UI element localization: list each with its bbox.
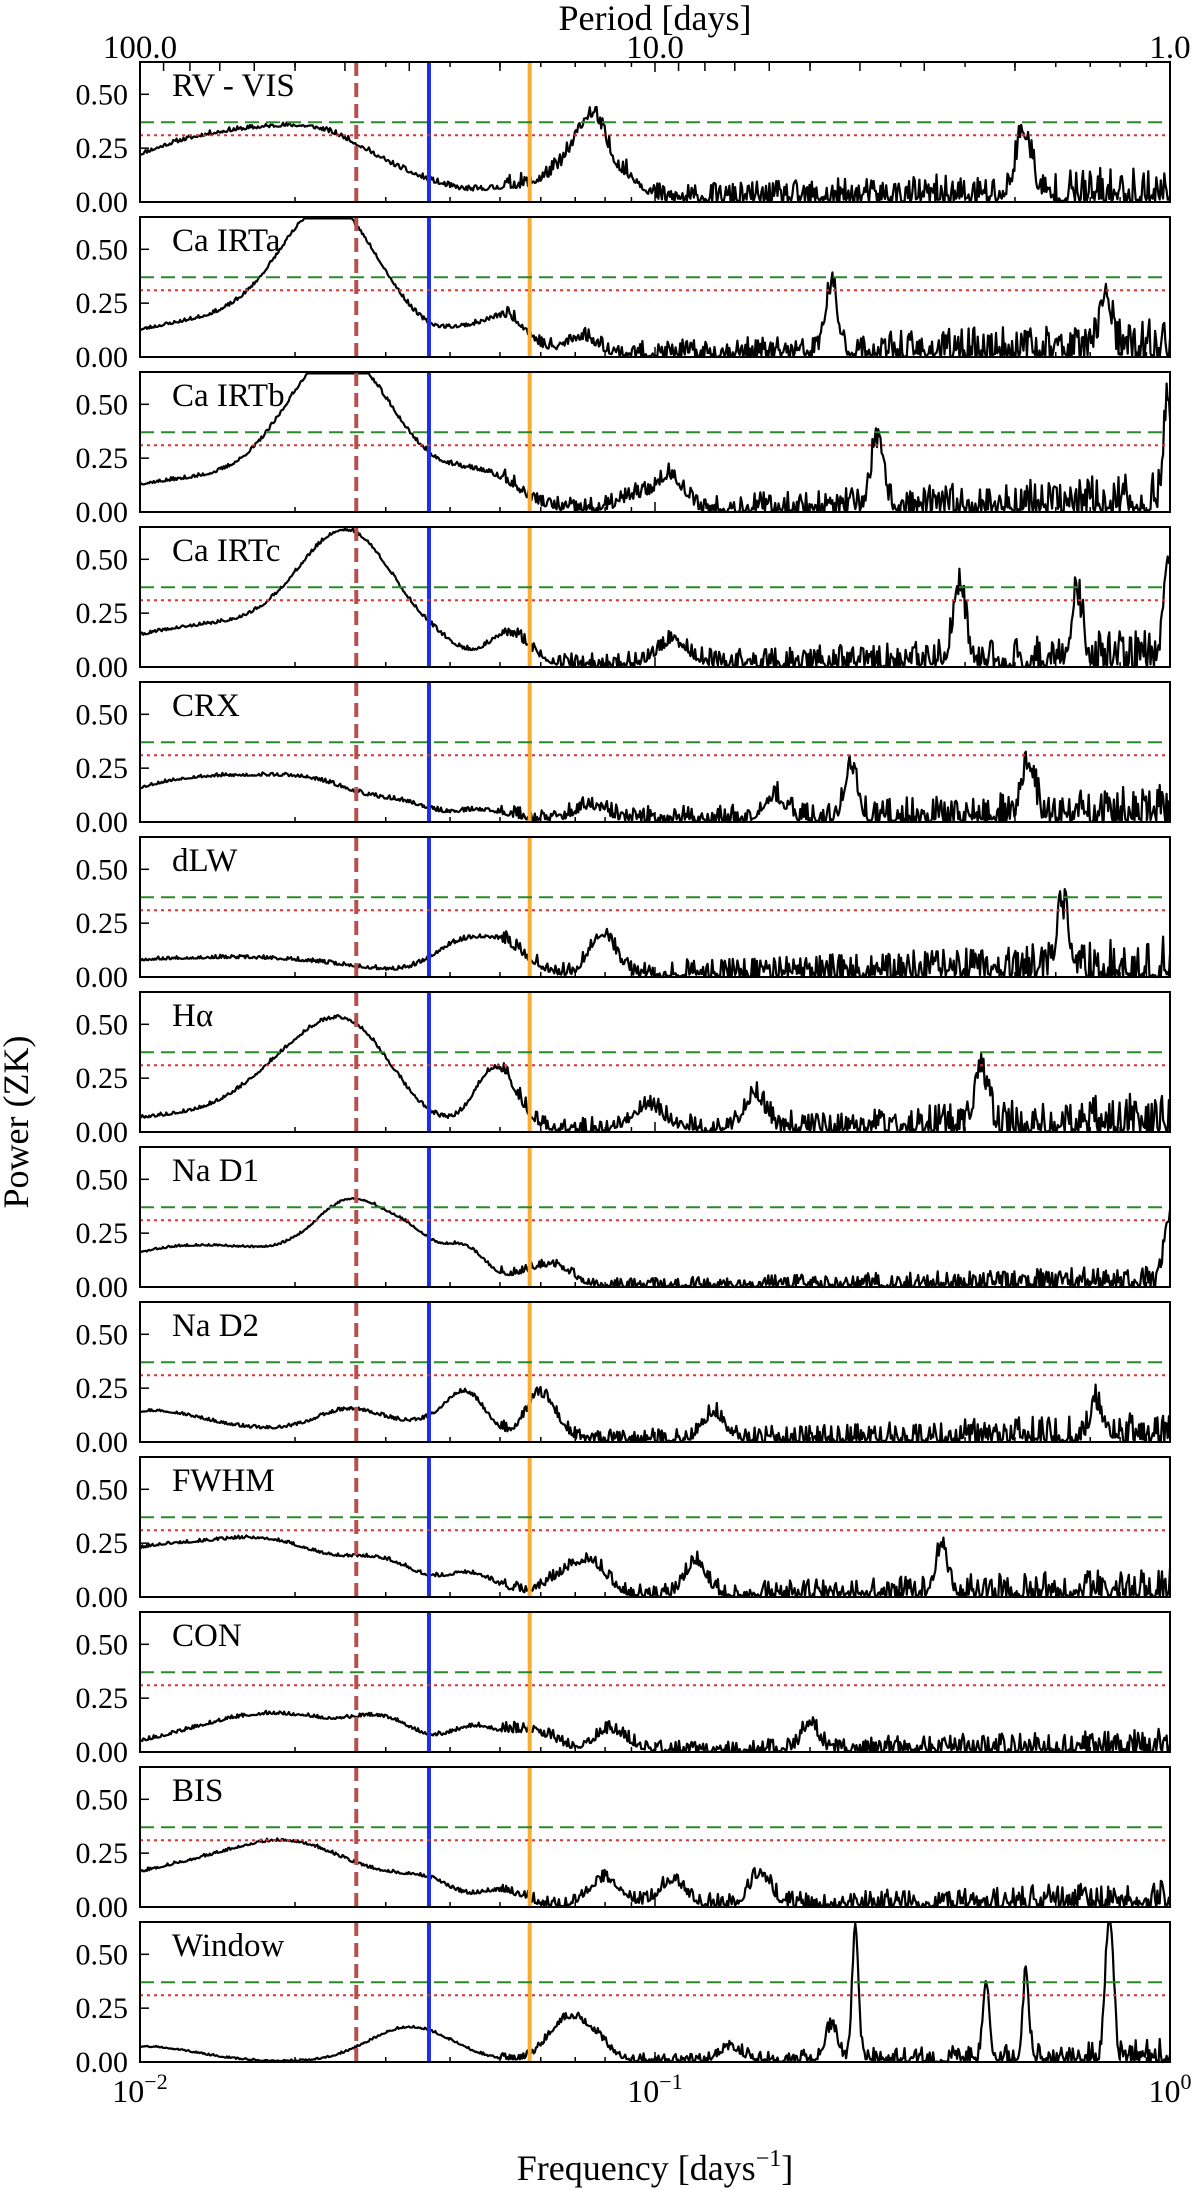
y-tick-label: 0.25: [76, 132, 129, 165]
panel: 0.00 0.25 0.50 CON: [76, 1611, 1172, 1769]
x-axis-label: Frequency [days−1]: [517, 2146, 793, 2188]
y-tick-label: 0.00: [76, 341, 129, 374]
power-curve: [139, 1014, 1172, 1134]
y-tick-label: 0.25: [76, 597, 129, 630]
panel: 0.00 0.25 0.50 Na D2: [76, 1301, 1172, 1459]
top-tick-label: 10.0: [626, 30, 684, 66]
x-axis-label-close: ]: [781, 2148, 793, 2188]
panel: 0.00 0.25 0.50 dLW: [76, 836, 1172, 994]
y-tick-label: 0.50: [76, 388, 129, 421]
power-curve: [139, 372, 1172, 514]
y-tick-label: 0.50: [76, 1628, 129, 1661]
x-axis-label-main: Frequency [days: [517, 2148, 756, 2188]
top-tick-label: 1.0: [1149, 30, 1190, 66]
x-tick-label: 10−2: [112, 2069, 167, 2109]
y-tick-label: 0.50: [76, 1163, 129, 1196]
y-tick-label: 0.50: [76, 853, 129, 886]
y-tick-label: 0.25: [76, 1837, 129, 1870]
panel-label: Hα: [172, 998, 213, 1034]
power-curve: [139, 888, 1172, 979]
panel-frame: [139, 1456, 1171, 1598]
top-axis-ticks: 100.0 10.0 1.0: [103, 30, 1191, 71]
y-tick-label: 0.50: [76, 78, 129, 111]
y-tick-label: 0.25: [76, 1682, 129, 1715]
panel-frame: [139, 1766, 1171, 1908]
power-curve: [139, 105, 1172, 204]
power-curve: [138, 527, 1172, 669]
y-tick-label: 0.25: [76, 907, 129, 940]
x-axis-label-exponent: −1: [756, 2146, 782, 2172]
y-tick-label: 0.00: [76, 496, 129, 529]
power-curve: [139, 1196, 1172, 1289]
top-axis-label: Period [days]: [559, 0, 752, 38]
panel-label: Ca IRTc: [172, 533, 280, 569]
panel: 0.00 0.25 0.50 Ca IRTb: [76, 371, 1172, 529]
y-tick-label: 0.25: [76, 1217, 129, 1250]
panel-label: dLW: [172, 843, 238, 879]
y-tick-label: 0.50: [76, 1938, 129, 1971]
y-tick-label: 0.00: [76, 1891, 129, 1924]
y-tick-label: 0.00: [76, 806, 129, 839]
y-tick-label: 0.00: [76, 1736, 129, 1769]
y-tick-label: 0.50: [76, 1783, 129, 1816]
x-tick-label: 100: [1149, 2069, 1192, 2109]
panel-frame: [139, 1611, 1171, 1753]
y-tick-label: 0.00: [76, 1116, 129, 1149]
y-tick-label: 0.25: [76, 752, 129, 785]
panel: 0.00 0.25 0.50 RV - VIS: [76, 61, 1172, 219]
top-tick-label: 100.0: [103, 30, 177, 66]
x-tick-label: 10−1: [627, 2069, 682, 2109]
power-curve: [139, 1837, 1172, 1909]
panel-label: Ca IRTb: [172, 378, 285, 414]
panel-label: Na D1: [172, 1153, 259, 1189]
panel: 0.00 0.25 0.50 Ca IRTc: [76, 526, 1172, 684]
panel-label: BIS: [172, 1773, 223, 1809]
power-curve: [139, 750, 1172, 824]
y-tick-label: 0.25: [76, 1992, 129, 2025]
panel-label: Window: [172, 1928, 284, 1964]
power-curve: [139, 217, 1172, 359]
y-tick-label: 0.00: [76, 1271, 129, 1304]
panel-frame: [139, 1146, 1171, 1288]
panel-label: CON: [172, 1618, 242, 1654]
panel: 0.00 0.25 0.50 Ca IRTa: [76, 216, 1172, 374]
panel-frame: [139, 1921, 1171, 2063]
panel-label: RV - VIS: [172, 68, 295, 104]
y-tick-label: 0.50: [76, 698, 129, 731]
y-tick-label: 0.25: [76, 287, 129, 320]
y-tick-label: 0.00: [76, 1426, 129, 1459]
y-tick-label: 0.00: [76, 1581, 129, 1614]
panel: 0.00 0.25 0.50 Window: [76, 1921, 1172, 2079]
y-tick-label: 0.50: [76, 1318, 129, 1351]
y-tick-label: 0.50: [76, 233, 129, 266]
y-axis-label: Power (ZK): [0, 1036, 36, 1209]
y-tick-label: 0.00: [76, 651, 129, 684]
panel-label: Na D2: [172, 1308, 259, 1344]
y-tick-label: 0.25: [76, 1372, 129, 1405]
power-curve: [140, 1922, 1172, 2064]
panel-frame: [139, 526, 1171, 668]
bottom-axis-ticks: 10−2 10−1 100: [112, 2069, 1191, 2109]
panel-label: FWHM: [172, 1463, 275, 1499]
panel: 0.00 0.25 0.50 FWHM: [76, 1456, 1172, 1614]
y-tick-label: 0.25: [76, 1062, 129, 1095]
y-tick-label: 0.25: [76, 442, 129, 475]
panel: 0.00 0.25 0.50 BIS: [76, 1766, 1172, 1924]
panel-label: CRX: [172, 688, 240, 724]
panel: 0.00 0.25 0.50 Hα: [76, 991, 1172, 1149]
panel: 0.00 0.25 0.50 Na D1: [76, 1146, 1172, 1304]
y-tick-label: 0.00: [76, 186, 129, 219]
y-tick-label: 0.00: [76, 2046, 129, 2079]
y-tick-label: 0.50: [76, 1008, 129, 1041]
y-tick-label: 0.00: [76, 961, 129, 994]
y-tick-label: 0.50: [76, 1473, 129, 1506]
panel: 0.00 0.25 0.50 CRX: [76, 681, 1172, 839]
y-tick-label: 0.25: [76, 1527, 129, 1560]
panel-label: Ca IRTa: [172, 223, 281, 259]
y-tick-label: 0.50: [76, 543, 129, 576]
